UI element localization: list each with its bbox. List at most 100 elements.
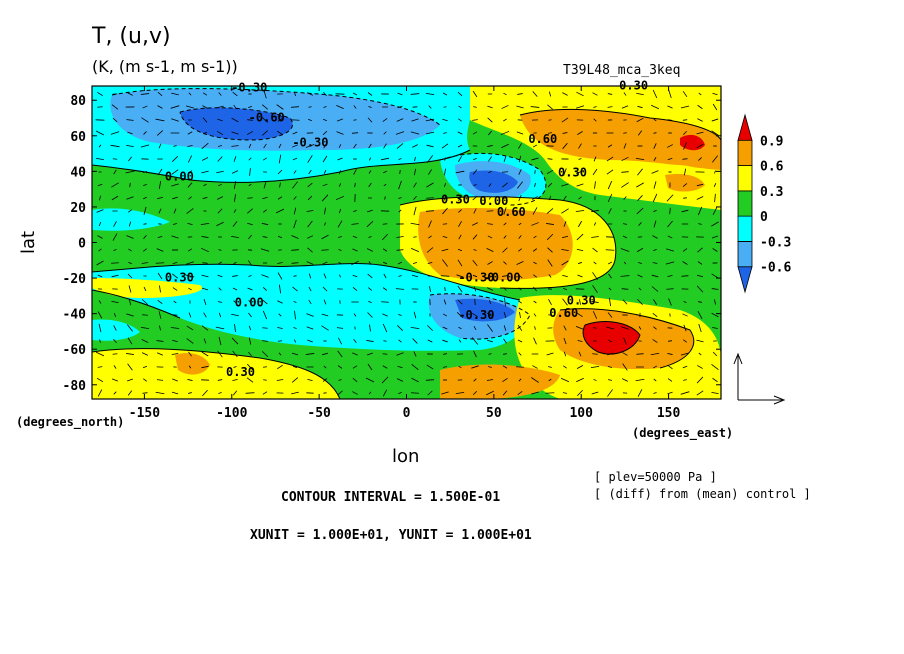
wind-arrow (425, 131, 435, 135)
wind-arrow (127, 390, 133, 396)
wind-arrow (246, 377, 254, 383)
wind-arrow (187, 131, 193, 135)
wind-arrow (232, 275, 238, 277)
wind-arrow (351, 260, 359, 266)
wind-arrow (697, 206, 703, 216)
wind-arrow (472, 131, 478, 135)
wind-arrow (516, 131, 524, 135)
wind-arrow (248, 351, 252, 357)
wind-arrow (681, 275, 689, 277)
wind-arrow (473, 350, 477, 358)
wind-arrow (683, 301, 687, 303)
wind-arrow (636, 182, 644, 188)
wind-arrow (636, 247, 644, 253)
wind-arrow (457, 259, 463, 267)
wind-arrow (562, 392, 568, 394)
wind-arrow (128, 298, 132, 306)
wind-arrow (110, 144, 120, 148)
wind-arrow (384, 196, 386, 200)
region-pos-far-south (92, 348, 340, 399)
wind-arrow (444, 287, 446, 291)
wind-arrow (697, 261, 703, 265)
wind-arrow (712, 248, 718, 252)
wind-arrow (231, 313, 239, 317)
wind-arrow (442, 92, 448, 96)
wind-arrow (339, 274, 341, 278)
wind-arrow (399, 169, 401, 175)
wind-arrow (502, 377, 508, 383)
wind-arrow (697, 301, 703, 303)
wind-arrow (172, 378, 178, 382)
wind-arrow (129, 182, 131, 188)
wind-arrow (352, 287, 358, 291)
contour-label: 0.60 (528, 132, 557, 146)
region-dkblue-north (180, 107, 293, 140)
wind-arrow (187, 170, 193, 174)
x-tick-label: 100 (569, 406, 593, 421)
wind-arrow (487, 105, 493, 109)
wind-arrow (546, 223, 554, 225)
wind-arrow (517, 93, 523, 95)
wind-arrow (653, 143, 657, 149)
wind-arrow (473, 249, 477, 251)
wind-arrow (592, 92, 598, 96)
wind-arrow (681, 209, 689, 213)
wind-arrow (338, 144, 342, 148)
wind-arrow (218, 287, 222, 291)
wind-arrow (398, 180, 402, 190)
wind-arrow (563, 337, 567, 345)
wind-arrow (247, 234, 253, 240)
wind-arrow (637, 195, 643, 201)
wind-arrow (278, 154, 282, 164)
wind-arrow (488, 156, 492, 162)
wind-arrow (231, 170, 239, 174)
wind-arrow (711, 273, 719, 279)
wind-arrow (369, 324, 371, 332)
wind-arrow (172, 340, 178, 342)
wind-arrow (171, 155, 179, 163)
wind-arrow (157, 130, 163, 136)
wind-arrow (337, 350, 343, 358)
wind-arrow (518, 222, 522, 226)
wind-arrow (261, 222, 269, 226)
wind-arrow (487, 145, 493, 147)
wind-arrow (486, 312, 494, 318)
wind-arrow (277, 364, 283, 370)
wind-arrow (593, 378, 597, 382)
wind-arrow (638, 222, 642, 226)
wind-arrow (398, 339, 402, 343)
wind-arrow (473, 106, 477, 108)
wind-arrow (471, 365, 479, 369)
wind-arrow (368, 236, 372, 238)
wind-arrow (321, 194, 329, 202)
wind-arrow (410, 222, 420, 226)
wind-arrow (171, 391, 179, 395)
wind-arrow (427, 262, 433, 264)
wind-arrow (665, 261, 675, 265)
wind-arrow (696, 183, 704, 187)
contour-label: 0.00 (165, 169, 194, 183)
wind-arrow (156, 196, 164, 200)
wind-arrow (367, 209, 373, 213)
wind-arrow (279, 182, 281, 188)
wind-arrow (472, 259, 478, 267)
wind-arrow (142, 105, 148, 109)
wind-arrow (548, 274, 552, 278)
wind-arrow (398, 275, 402, 277)
wind-arrow (621, 378, 629, 382)
wind-arrow (216, 170, 224, 174)
wind-arrow (291, 144, 299, 148)
wind-arrow (698, 352, 702, 356)
wind-arrow (201, 287, 209, 291)
wind-arrow (426, 144, 434, 148)
wind-arrow (262, 340, 268, 342)
wind-arrow (637, 389, 643, 397)
wind-arrow (712, 207, 718, 215)
wind-arrow (98, 144, 102, 148)
region-neg-west (92, 208, 170, 231)
wind-arrow (412, 338, 418, 344)
wind-arrow (127, 363, 133, 371)
colorbar-label: 0.6 (760, 160, 784, 175)
wind-arrow (305, 144, 315, 148)
wind-arrow (127, 324, 133, 332)
